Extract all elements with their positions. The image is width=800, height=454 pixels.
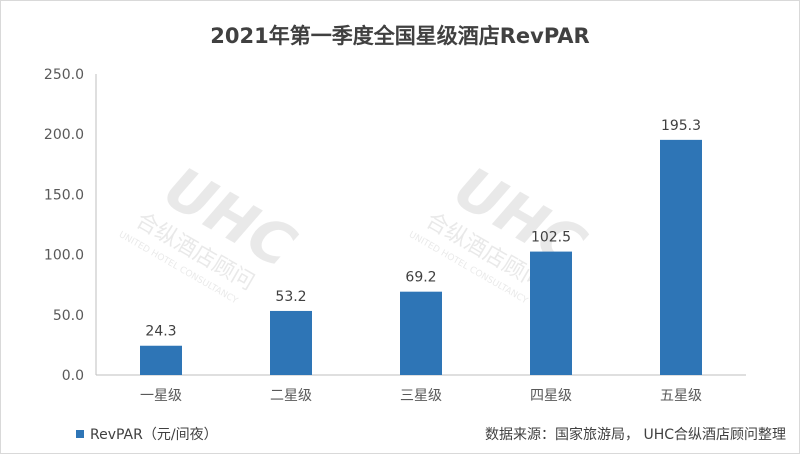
bar-value-label: 24.3 xyxy=(145,324,176,340)
x-ticks: 一星级 二星级 三星级 四星级 五星级 xyxy=(140,388,702,404)
source-note: 数据来源：国家旅游局， UHC合纵酒店顾问整理 xyxy=(485,427,786,443)
legend-swatch xyxy=(76,430,84,438)
x-tick-label: 二星级 xyxy=(270,388,312,404)
bar xyxy=(530,251,572,375)
y-tick-label: 200.0 xyxy=(44,127,84,143)
bar-labels: 24.3 53.2 69.2 102.5 195.3 xyxy=(145,118,701,340)
bar xyxy=(400,291,442,375)
y-tick-label: 250.0 xyxy=(44,67,84,83)
bar xyxy=(140,345,182,375)
legend: RevPAR（元/间夜） xyxy=(76,424,218,444)
y-ticks: 0.0 50.0 100.0 150.0 200.0 250.0 xyxy=(44,67,84,384)
y-tick-label: 50.0 xyxy=(53,308,84,324)
bar xyxy=(660,139,702,375)
bar-value-label: 53.2 xyxy=(275,289,306,305)
legend-label: RevPAR（元/间夜） xyxy=(90,427,218,443)
y-tick-label: 100.0 xyxy=(44,248,84,264)
x-tick-label: 一星级 xyxy=(140,388,182,404)
bar-value-label: 195.3 xyxy=(661,118,701,134)
bar-value-label: 102.5 xyxy=(531,230,571,246)
bars xyxy=(140,139,702,375)
y-tick-label: 0.0 xyxy=(62,368,84,384)
x-tick-label: 三星级 xyxy=(400,388,442,404)
x-tick-label: 四星级 xyxy=(530,388,572,404)
x-tick-label: 五星级 xyxy=(660,388,702,404)
chart-title: 2021年第一季度全国星级酒店RevPAR xyxy=(210,24,590,48)
y-tick-label: 150.0 xyxy=(44,187,84,203)
bar xyxy=(270,310,312,375)
bar-value-label: 69.2 xyxy=(405,270,436,286)
